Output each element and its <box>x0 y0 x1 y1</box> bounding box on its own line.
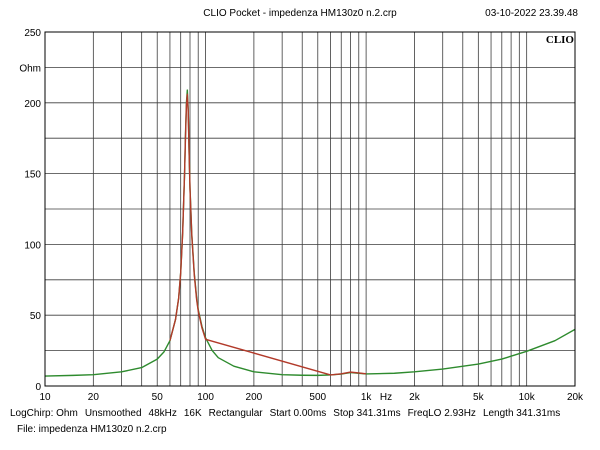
x-tick-label: 20k <box>567 392 584 403</box>
clio-logo: CLIO <box>546 34 575 46</box>
x-tick-label: 500 <box>309 392 326 403</box>
y-tick-label: 100 <box>24 240 41 251</box>
series-layer <box>44 89 576 377</box>
x-tick-label: 2k <box>409 392 421 403</box>
param-item: 16K <box>183 408 202 419</box>
y-tick-label: 0 <box>35 382 41 393</box>
y-tick-label: 50 <box>30 311 42 322</box>
x-tick-label: 5k <box>473 392 485 403</box>
tick-labels: 10 20 50 100 200 500 1k 2k 5k 10k 20k Hz 0 50 100 150 20… <box>19 28 584 403</box>
measurement-params: LogChirp: Ohm Unsmoothed 48kHz 16K Rectangul… <box>10 408 567 420</box>
window-title: CLIO Pocket - impedenza HM130z0 n.2.crp <box>203 8 397 19</box>
param-item: FreqLO 2.93Hz <box>407 408 476 419</box>
param-item: LogChirp: Ohm <box>10 408 78 419</box>
param-item: Rectangular <box>208 408 263 419</box>
series-line-2 <box>169 93 367 376</box>
param-item: Stop 341.31ms <box>333 408 401 419</box>
x-tick-label: 1k <box>361 392 373 403</box>
file-name: File: impedenza HM130z0 n.2.crp <box>17 424 167 435</box>
y-tick-label: 250 <box>24 28 41 39</box>
param-item: Start 0.00ms <box>269 408 327 419</box>
x-tick-label: 50 <box>152 392 164 403</box>
param-item: Length 341.31ms <box>482 408 561 419</box>
y-axis-label: Ohm <box>19 63 41 74</box>
plot-border <box>44 31 576 387</box>
y-tick-label: 200 <box>24 99 41 110</box>
x-tick-label: 10 <box>39 392 51 403</box>
grid <box>45 32 575 386</box>
param-item: 48kHz <box>148 408 177 419</box>
timestamp: 03-10-2022 23.39.48 <box>485 8 578 19</box>
x-tick-label: 10k <box>519 392 536 403</box>
x-tick-label: 20 <box>88 392 100 403</box>
x-tick-label: 100 <box>197 392 214 403</box>
x-tick-label: 200 <box>246 392 263 403</box>
y-tick-label: 150 <box>24 170 41 181</box>
param-item: Unsmoothed <box>84 408 142 419</box>
x-axis-unit: Hz <box>380 392 392 403</box>
